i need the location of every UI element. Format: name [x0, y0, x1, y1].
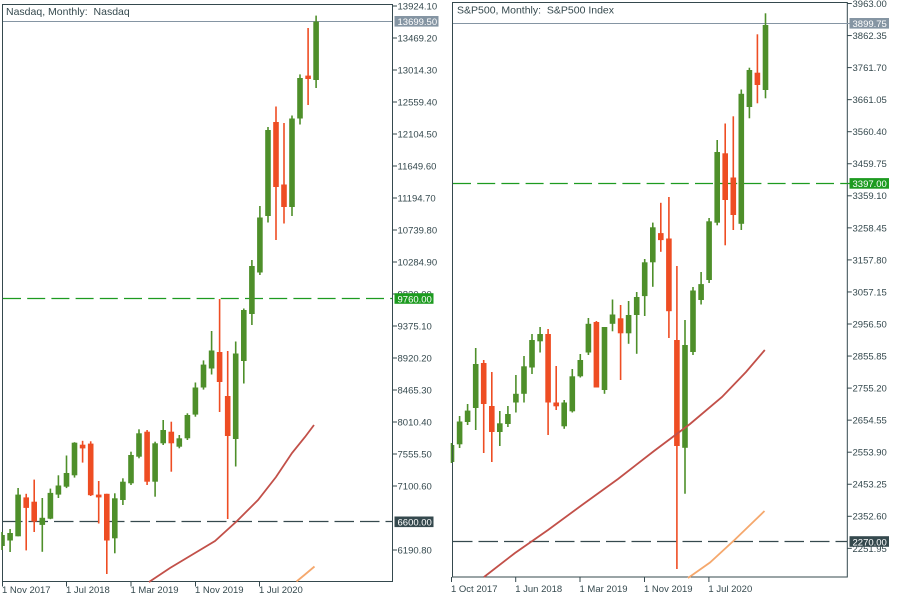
svg-text:2453.25: 2453.25 [853, 480, 887, 491]
svg-text:Nasdaq, Monthly: Nasdaq: Nasdaq, Monthly: Nasdaq [6, 6, 130, 18]
svg-text:1 Jun 2018: 1 Jun 2018 [515, 584, 562, 595]
svg-text:12559.40: 12559.40 [398, 97, 438, 108]
svg-text:10284.90: 10284.90 [398, 257, 438, 268]
svg-text:2352.60: 2352.60 [853, 512, 887, 523]
svg-text:2855.85: 2855.85 [853, 351, 887, 362]
svg-text:3359.10: 3359.10 [853, 191, 887, 202]
svg-text:3459.75: 3459.75 [853, 159, 887, 170]
svg-text:3862.35: 3862.35 [853, 31, 887, 42]
svg-text:6600.00: 6600.00 [398, 518, 432, 529]
svg-text:3963.00: 3963.00 [853, 0, 887, 10]
svg-text:1 Nov 2019: 1 Nov 2019 [195, 585, 244, 596]
svg-text:9375.10: 9375.10 [398, 321, 432, 332]
svg-text:8010.40: 8010.40 [398, 417, 432, 428]
svg-text:3560.40: 3560.40 [853, 127, 887, 138]
svg-text:3157.80: 3157.80 [853, 255, 887, 266]
svg-text:3661.05: 3661.05 [853, 95, 887, 106]
svg-text:3258.45: 3258.45 [853, 223, 887, 234]
svg-text:1 Nov 2017: 1 Nov 2017 [2, 585, 51, 596]
svg-text:2654.55: 2654.55 [853, 416, 887, 427]
svg-text:12104.50: 12104.50 [398, 129, 438, 140]
svg-text:9760.00: 9760.00 [398, 294, 432, 305]
svg-text:6190.80: 6190.80 [398, 545, 432, 556]
svg-text:S&P500, Monthly: S&P500 Index: S&P500, Monthly: S&P500 Index [457, 5, 615, 17]
svg-text:13699.50: 13699.50 [398, 17, 438, 28]
svg-text:3761.70: 3761.70 [853, 63, 887, 74]
svg-text:2755.20: 2755.20 [853, 384, 887, 395]
svg-text:1 Nov 2019: 1 Nov 2019 [644, 584, 693, 595]
svg-text:10739.80: 10739.80 [398, 225, 438, 236]
svg-text:13469.20: 13469.20 [398, 33, 438, 44]
svg-text:8920.20: 8920.20 [398, 353, 432, 364]
svg-text:2553.90: 2553.90 [853, 448, 887, 459]
svg-text:1 Jul 2018: 1 Jul 2018 [66, 585, 110, 596]
svg-text:13014.30: 13014.30 [398, 65, 438, 76]
svg-text:2956.50: 2956.50 [853, 319, 887, 330]
svg-text:11194.70: 11194.70 [398, 193, 436, 204]
svg-text:3397.00: 3397.00 [853, 179, 887, 190]
svg-text:2270.00: 2270.00 [853, 537, 887, 548]
svg-text:1 Jul 2020: 1 Jul 2020 [708, 584, 752, 595]
svg-text:13924.10: 13924.10 [398, 1, 438, 12]
svg-text:1 Mar 2019: 1 Mar 2019 [580, 584, 628, 595]
svg-text:3057.15: 3057.15 [853, 287, 887, 298]
svg-text:3899.75: 3899.75 [853, 19, 887, 30]
svg-text:1 Mar 2019: 1 Mar 2019 [131, 585, 179, 596]
svg-text:1 Jul 2020: 1 Jul 2020 [259, 585, 303, 596]
svg-text:1 Oct 2017: 1 Oct 2017 [451, 584, 497, 595]
svg-text:2251.95: 2251.95 [853, 544, 887, 555]
svg-text:7555.50: 7555.50 [398, 449, 432, 460]
svg-text:8465.30: 8465.30 [398, 385, 432, 396]
svg-text:7100.60: 7100.60 [398, 481, 432, 492]
svg-text:11649.60: 11649.60 [398, 161, 437, 172]
